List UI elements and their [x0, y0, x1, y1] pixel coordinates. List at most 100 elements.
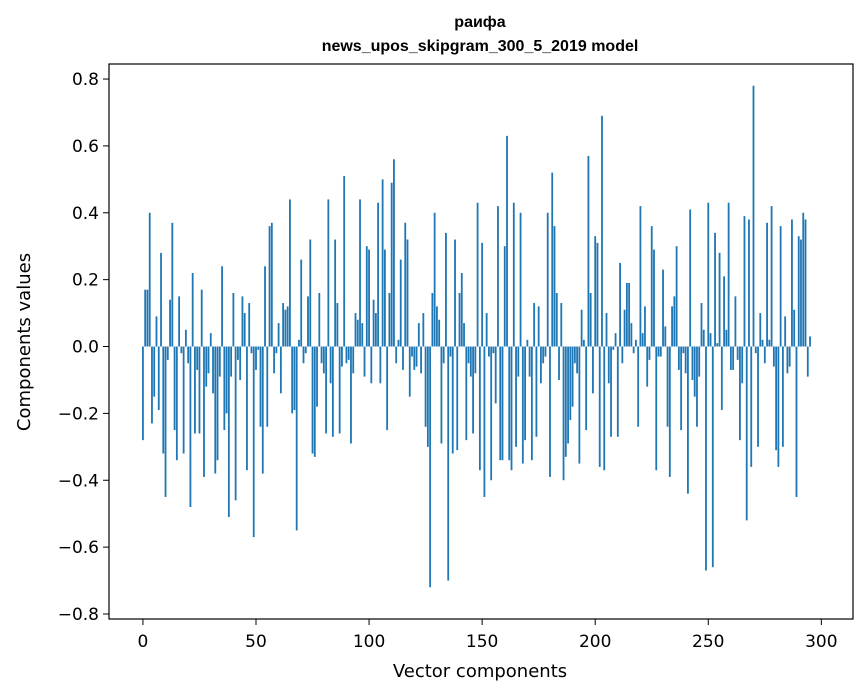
bar-197 [587, 155, 590, 347]
bar-166 [517, 346, 520, 377]
x-tick-label: 300 [805, 632, 837, 652]
bar-109 [388, 293, 391, 347]
bar-237 [677, 346, 680, 370]
bar-184 [558, 346, 560, 380]
bar-81 [325, 346, 327, 434]
bar-70 [300, 259, 303, 347]
bar-117 [406, 239, 409, 347]
bar-15 [175, 346, 178, 461]
bar-136 [449, 346, 452, 357]
bar-79 [320, 346, 323, 364]
bar-57 [270, 222, 273, 347]
bar-49 [252, 346, 255, 538]
bar-238 [680, 346, 683, 431]
bar-29 [207, 346, 210, 374]
bar-266 [743, 216, 746, 347]
bar-217 [632, 346, 635, 354]
bar-274 [761, 339, 764, 347]
x-tick-label: 250 [692, 632, 724, 652]
bar-56 [268, 226, 271, 347]
bar-91 [347, 346, 350, 360]
bar-254 [716, 343, 719, 347]
bar-127 [429, 346, 432, 588]
bar-41 [234, 346, 237, 501]
bar-182 [553, 226, 556, 347]
bar-233 [668, 346, 671, 477]
bar-199 [592, 346, 594, 394]
bar-263 [736, 346, 739, 360]
y-axis-label: Components values [14, 253, 35, 431]
bar-130 [436, 306, 438, 347]
bar-289 [795, 346, 798, 497]
bar-257 [723, 276, 726, 347]
bar-165 [515, 346, 517, 447]
bar-96 [359, 199, 361, 347]
bar-251 [709, 333, 712, 347]
bar-269 [750, 346, 753, 467]
bar-54 [264, 266, 266, 347]
bar-61 [279, 346, 282, 394]
bar-170 [526, 339, 529, 347]
bar-146 [472, 346, 474, 434]
bar-200 [594, 236, 597, 347]
bar-286 [788, 346, 791, 367]
bar-246 [698, 346, 701, 377]
bar-211 [619, 262, 621, 347]
bar-267 [745, 346, 748, 521]
bar-279 [772, 346, 775, 367]
bar-180 [549, 346, 551, 477]
bar-220 [639, 206, 642, 347]
bar-221 [641, 333, 644, 347]
bar-216 [630, 323, 633, 347]
bar-171 [528, 346, 531, 377]
bar-187 [564, 346, 567, 457]
bar-7 [157, 346, 160, 411]
bar-261 [732, 346, 735, 370]
bar-206 [607, 346, 610, 384]
bar-240 [684, 346, 687, 374]
bar-40 [232, 293, 235, 347]
bar-110 [390, 182, 393, 347]
bar-16 [178, 296, 181, 347]
bar-73 [307, 296, 309, 347]
bar-68 [295, 346, 298, 531]
bar-45 [243, 313, 246, 347]
bar-236 [675, 246, 678, 347]
bar-234 [671, 306, 673, 347]
bar-219 [637, 346, 640, 427]
bar-87 [338, 346, 341, 434]
bar-195 [582, 339, 585, 347]
bar-285 [786, 346, 789, 374]
bar-228 [657, 346, 660, 357]
bar-144 [467, 346, 470, 364]
bar-18 [182, 346, 185, 454]
bar-207 [610, 346, 612, 437]
bar-138 [454, 239, 456, 347]
bar-120 [413, 346, 416, 370]
bar-72 [304, 346, 307, 354]
bar-102 [372, 299, 375, 347]
bar-2 [146, 289, 149, 347]
bar-36 [223, 346, 226, 431]
bar-191 [573, 346, 576, 364]
plot-frame [108, 63, 854, 620]
bar-181 [551, 172, 554, 347]
bar-230 [662, 269, 664, 347]
bar-50 [255, 346, 257, 370]
bar-134 [445, 232, 447, 347]
bar-141 [460, 272, 463, 347]
bar-97 [361, 323, 364, 347]
bar-38 [227, 346, 230, 518]
bar-250 [707, 202, 710, 347]
bar-225 [650, 226, 653, 347]
bar-271 [754, 346, 757, 354]
bar-125 [424, 346, 427, 427]
bar-42 [237, 346, 239, 360]
bar-157 [497, 206, 499, 347]
bar-60 [277, 323, 280, 347]
bar-5 [153, 346, 156, 397]
bar-148 [476, 202, 479, 347]
bar-248 [702, 329, 705, 347]
bar-281 [777, 346, 780, 467]
x-axis-ticks: 0 50 100 150 200 250 300 [138, 619, 838, 652]
